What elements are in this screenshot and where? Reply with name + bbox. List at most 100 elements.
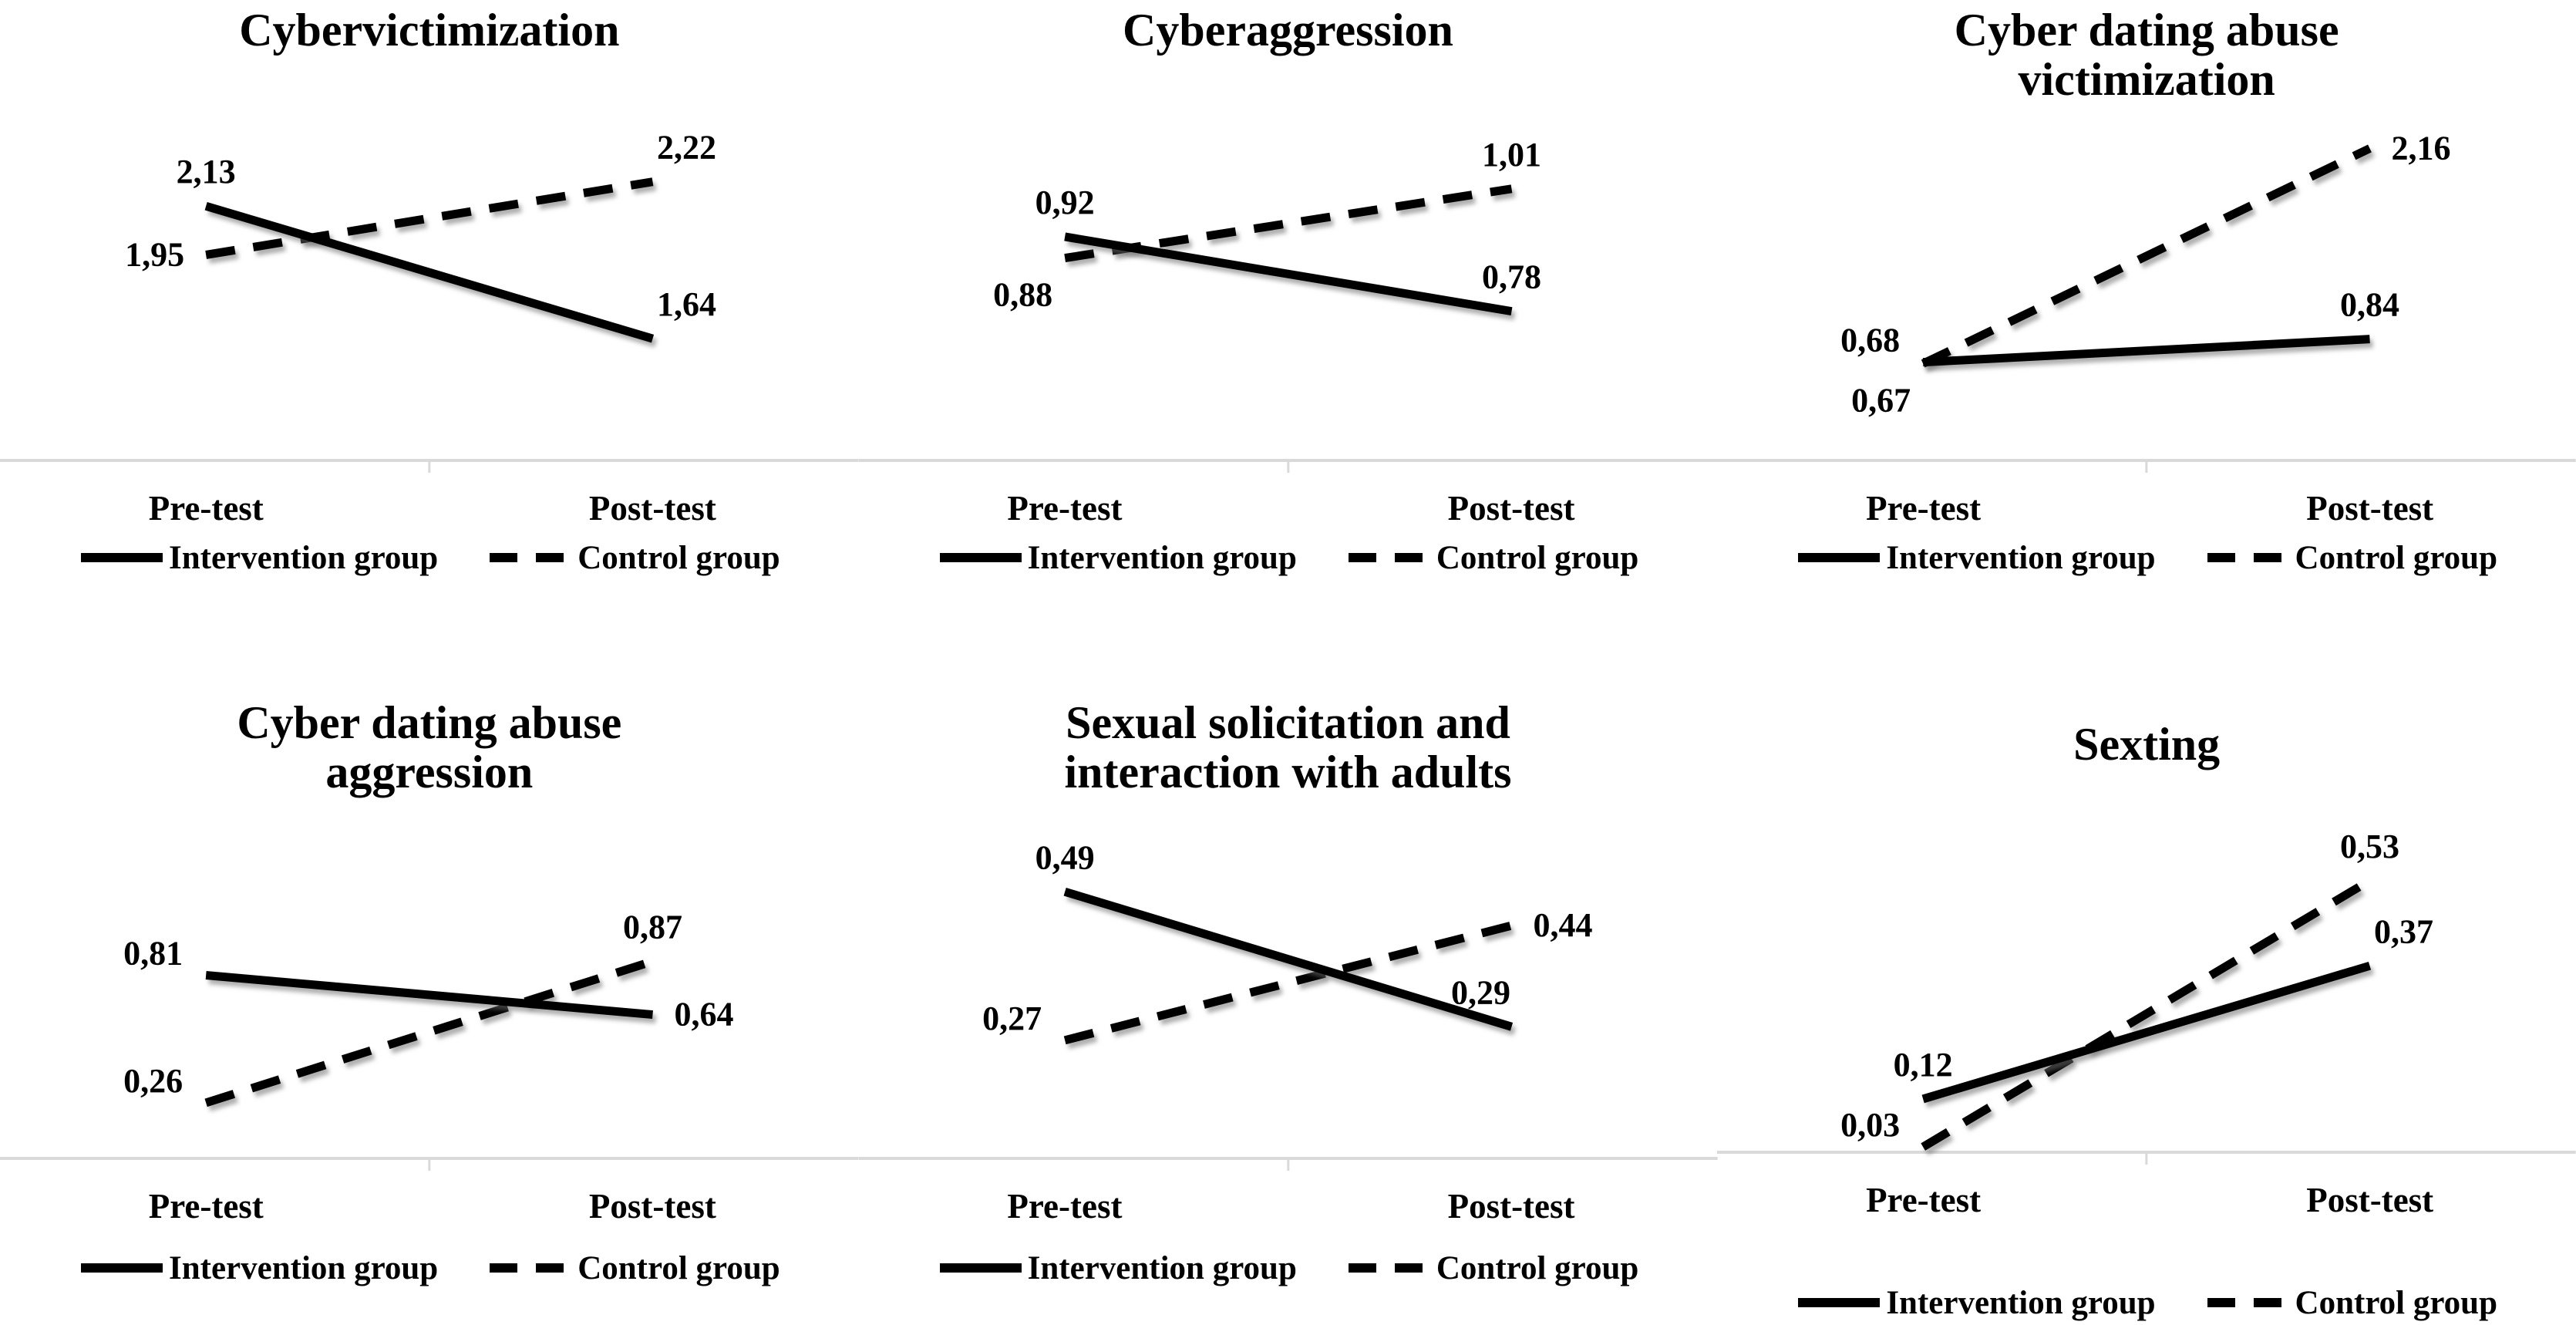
legend-label: Control group bbox=[1436, 539, 1639, 576]
series-line-control bbox=[1063, 921, 1513, 1045]
dashed-line-swatch-icon bbox=[2207, 553, 2289, 562]
legend-item-control-group: Control group bbox=[2205, 539, 2497, 577]
panel-sexual-solicitation: Sexual solicitation and interaction with… bbox=[858, 662, 1718, 1325]
legend-label: Control group bbox=[577, 1249, 780, 1286]
x-axis-labels: Pre-test Post-test bbox=[0, 474, 859, 534]
x-tick-label-post-test: Post-test bbox=[2306, 489, 2434, 528]
legend: Intervention group Control group bbox=[0, 534, 859, 581]
data-label: 1,95 bbox=[125, 235, 184, 273]
legend-item-intervention-group: Intervention group bbox=[79, 1249, 438, 1287]
solid-line-swatch-icon bbox=[939, 1263, 1022, 1273]
legend-label: Intervention group bbox=[1027, 539, 1297, 576]
legend-label: Control group bbox=[2295, 539, 2497, 576]
panel-cyber-dating-abuse-aggression: Cyber dating abuse aggression 0,81 0,64 0,… bbox=[0, 662, 859, 1325]
panel-cybervictimization: Cybervictimization 2,13 1,64 1,95 2,22 Pre-… bbox=[0, 0, 859, 662]
panel-cyber-dating-abuse-victimization: Cyber dating abuse victimization 0,68 0,8… bbox=[1717, 0, 2576, 662]
data-label: 0,49 bbox=[1035, 838, 1094, 876]
x-tick-label-post-test: Post-test bbox=[588, 489, 716, 528]
chart-title: Cybervictimization bbox=[239, 5, 620, 56]
legend-label: Control group bbox=[577, 539, 780, 576]
x-tick-label-pre-test: Pre-test bbox=[148, 1187, 264, 1226]
chart-canvas: 2,13 1,64 1,95 2,22 bbox=[0, 129, 859, 473]
x-tick-label-pre-test: Pre-test bbox=[1007, 1187, 1123, 1226]
legend: Intervention group Control group bbox=[859, 534, 1718, 581]
data-label: 0,78 bbox=[1482, 258, 1541, 296]
series-line-intervention bbox=[205, 970, 653, 1020]
data-label: 2,13 bbox=[177, 153, 236, 190]
data-label: 0,03 bbox=[1840, 1107, 1900, 1145]
legend: Intervention group Control group bbox=[859, 1245, 1718, 1291]
legend-item-intervention-group: Intervention group bbox=[79, 539, 438, 577]
chart-title: Cyberaggression bbox=[1123, 5, 1453, 56]
chart-canvas: 0,49 0,29 0,27 0,44 bbox=[858, 838, 1718, 1171]
x-tick-label-post-test: Post-test bbox=[2306, 1181, 2434, 1220]
data-label: 2,16 bbox=[2392, 129, 2451, 167]
series-line-control bbox=[1921, 877, 2372, 1151]
solid-line-swatch-icon bbox=[81, 553, 163, 562]
dashed-line-swatch-icon bbox=[490, 1263, 572, 1273]
chart-canvas: 0,12 0,37 0,03 0,53 bbox=[1717, 828, 2576, 1165]
series-line-intervention bbox=[1063, 888, 1513, 1031]
data-label: 0,81 bbox=[123, 934, 183, 972]
chart-title: Sexual solicitation and interaction with… bbox=[1064, 696, 1512, 797]
dashed-line-swatch-icon bbox=[1348, 1263, 1430, 1273]
chart-title: Cyber dating abuse victimization bbox=[1954, 5, 2339, 105]
data-label: 0,44 bbox=[1533, 906, 1592, 944]
legend-label: Control group bbox=[1436, 1249, 1639, 1286]
legend-label: Control group bbox=[2295, 1284, 2497, 1321]
legend-item-intervention-group: Intervention group bbox=[938, 1249, 1297, 1287]
x-tick-label-pre-test: Pre-test bbox=[1007, 489, 1123, 528]
panel-cyberaggression: Cyberaggression 0,92 0,78 0,88 1,01 Pre-tes… bbox=[858, 0, 1718, 662]
solid-line-swatch-icon bbox=[81, 1263, 163, 1273]
series-line-control bbox=[205, 177, 654, 259]
legend-label: Intervention group bbox=[1027, 1249, 1297, 1286]
legend-item-intervention-group: Intervention group bbox=[1796, 539, 2156, 577]
data-label: 0,92 bbox=[1035, 184, 1094, 221]
data-label: 1,64 bbox=[657, 285, 716, 323]
x-axis-labels: Pre-test Post-test bbox=[1717, 1166, 2576, 1223]
series-line-intervention bbox=[1063, 232, 1513, 316]
dashed-line-swatch-icon bbox=[490, 553, 572, 562]
data-label: 2,22 bbox=[657, 129, 716, 167]
legend-label: Intervention group bbox=[169, 1249, 439, 1286]
legend-item-control-group: Control group bbox=[1346, 1249, 1638, 1287]
data-label: 0,12 bbox=[1894, 1046, 1953, 1084]
x-axis-labels: Pre-test Post-test bbox=[0, 1172, 859, 1232]
x-tick-label-post-test: Post-test bbox=[1447, 489, 1575, 528]
dashed-line-swatch-icon bbox=[2207, 1298, 2289, 1308]
x-axis-labels: Pre-test Post-test bbox=[1717, 474, 2576, 534]
data-label: 0,53 bbox=[2340, 828, 2399, 865]
x-tick-label-pre-test: Pre-test bbox=[1866, 1181, 1982, 1220]
data-label: 0,64 bbox=[675, 996, 734, 1033]
chart-title: Sexting bbox=[2073, 718, 2221, 770]
x-axis-labels: Pre-test Post-test bbox=[859, 474, 1718, 534]
legend-item-control-group: Control group bbox=[1346, 539, 1638, 577]
data-label: 0,29 bbox=[1451, 973, 1510, 1011]
dashed-line-swatch-icon bbox=[1348, 553, 1430, 562]
legend: Intervention group Control group bbox=[1717, 1281, 2576, 1325]
x-tick-label-pre-test: Pre-test bbox=[148, 489, 264, 528]
legend-item-intervention-group: Intervention group bbox=[1796, 1284, 2156, 1322]
series-line-intervention bbox=[1921, 962, 2372, 1104]
series-line-control bbox=[204, 957, 655, 1108]
series-line-intervention bbox=[204, 201, 655, 343]
data-label: 0,88 bbox=[993, 276, 1052, 314]
legend-label: Intervention group bbox=[1886, 539, 2156, 576]
data-label: 0,67 bbox=[1851, 382, 1911, 420]
solid-line-swatch-icon bbox=[939, 553, 1022, 562]
panel-sexting: Sexting 0,12 0,37 0,03 0,53 Pre-test Post-t… bbox=[1717, 662, 2576, 1325]
x-tick-label-pre-test: Pre-test bbox=[1866, 489, 1982, 528]
series-line-intervention bbox=[1923, 335, 2371, 367]
data-label: 0,37 bbox=[2374, 913, 2433, 951]
legend-label: Intervention group bbox=[169, 539, 439, 576]
data-label: 0,26 bbox=[123, 1062, 183, 1100]
series-line-control bbox=[1921, 144, 2372, 368]
legend-item-intervention-group: Intervention group bbox=[938, 539, 1297, 577]
legend-item-control-group: Control group bbox=[2205, 1284, 2497, 1322]
legend-item-control-group: Control group bbox=[487, 539, 780, 577]
legend: Intervention group Control group bbox=[0, 1245, 859, 1291]
data-label: 0,68 bbox=[1840, 322, 1900, 359]
chart-canvas: 0,81 0,64 0,26 0,87 bbox=[0, 908, 859, 1171]
x-axis-labels: Pre-test Post-test bbox=[859, 1172, 1718, 1232]
